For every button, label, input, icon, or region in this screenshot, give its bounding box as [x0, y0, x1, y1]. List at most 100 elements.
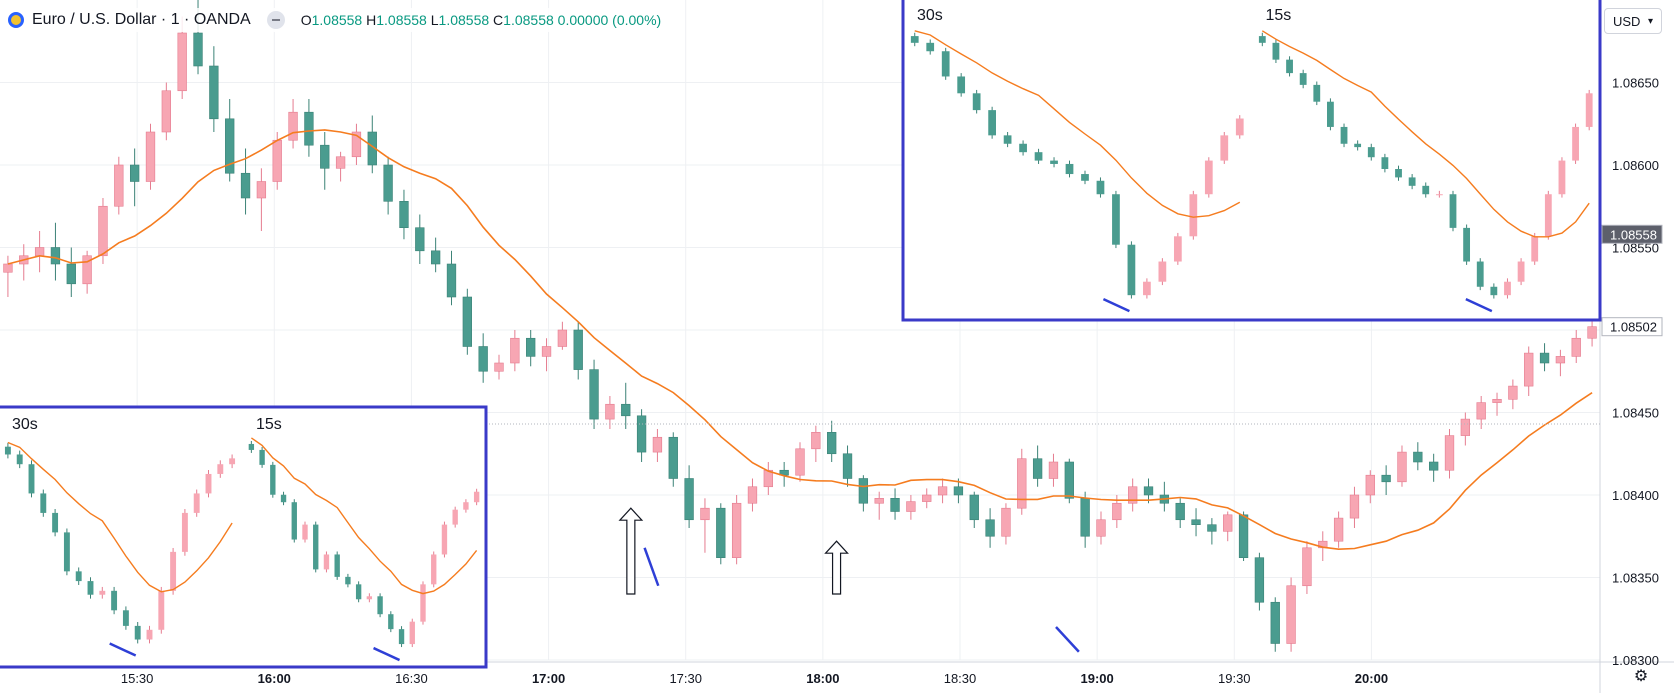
inset-candle-body [291, 502, 297, 540]
candle-body [1048, 461, 1059, 479]
candle-body [1017, 458, 1027, 509]
inset-candle-body [1340, 126, 1348, 144]
inset-candle-body [1463, 227, 1471, 262]
settings-gear-icon[interactable]: ⚙ [1633, 668, 1649, 685]
currency-select[interactable]: USD ▾ [1604, 8, 1662, 34]
chart-legend: Euro / U.S. Dollar · 1 · OANDA O1.08558 … [6, 8, 668, 32]
time-axis-label: 17:00 [532, 671, 565, 686]
candle-body [874, 497, 884, 504]
inset-candle-body [1299, 73, 1307, 85]
inset-candle-body [441, 524, 448, 555]
inset-candle-body [334, 554, 340, 577]
candle-body [1429, 461, 1439, 471]
candle-body [1444, 435, 1455, 471]
candle-body [494, 362, 504, 372]
inset-candle-body [377, 596, 383, 615]
inset-candle-body [388, 614, 394, 630]
inset-candle-body [1504, 281, 1511, 296]
candle-body [795, 448, 805, 476]
candle-body [510, 337, 520, 364]
candle-body [288, 111, 298, 141]
candle-body [320, 144, 330, 169]
time-axis-label: 17:30 [669, 671, 702, 686]
candle-body [700, 507, 710, 521]
chevron-down-icon: ▾ [1647, 16, 1653, 27]
candle-body [1270, 601, 1280, 644]
inset-candle-body [1435, 194, 1443, 196]
candle-body [478, 346, 488, 372]
inset-candle-body [229, 458, 236, 465]
inset-candle-body [473, 491, 480, 503]
inset-candle-body [75, 571, 82, 582]
candle-body [1365, 474, 1375, 496]
candle-body [129, 164, 140, 182]
time-axis-label: 16:30 [395, 671, 428, 686]
inset-moving-average [7, 441, 233, 593]
candle-body [605, 403, 615, 420]
currency-value: USD [1613, 13, 1641, 29]
inset-candle-body [1544, 194, 1552, 237]
candle-body [1302, 547, 1312, 587]
candle-body [1032, 458, 1043, 479]
inset-candle-body [1065, 163, 1074, 175]
inset-candle-body [302, 524, 308, 540]
inset-candle-body [910, 36, 919, 43]
inset-candle-body [972, 93, 981, 111]
candle-body [161, 90, 171, 133]
inset-candle-body [1220, 135, 1229, 161]
inset-candle-body [1395, 169, 1402, 178]
price-axis-label: 1.08400 [1612, 488, 1659, 503]
inset-candle-body [355, 584, 362, 600]
inset-candle-body [1313, 84, 1321, 102]
trendline-annotation [1055, 626, 1080, 653]
candle-body [589, 369, 599, 420]
candle-body [716, 507, 726, 559]
candle-body [985, 519, 995, 537]
candle-body [415, 227, 425, 252]
ohlc-high-key: H [366, 12, 377, 28]
candle-body [34, 247, 45, 257]
candle-body [193, 32, 203, 67]
inset-candle-body [1127, 244, 1136, 296]
inset-candle-body [1286, 59, 1293, 74]
symbol-title[interactable]: Euro / U.S. Dollar · 1 · OANDA [32, 11, 251, 28]
inset-candle-body [52, 512, 59, 533]
candle-body [1492, 398, 1502, 403]
candle-body [906, 501, 916, 512]
candle-body [1175, 502, 1185, 521]
candle-body [1571, 337, 1581, 357]
inset-trendline-annotation [1102, 298, 1130, 313]
candle-body [969, 494, 979, 521]
inset-candle-body [205, 473, 212, 494]
price-tag-label: 1.08558 [1610, 227, 1657, 242]
inset-candle-body [63, 532, 70, 572]
inset-candle-body [1449, 194, 1457, 228]
candle-body [1555, 356, 1566, 364]
inset-candle-body [1235, 118, 1244, 136]
candle-body [98, 205, 108, 257]
candle-body [1381, 474, 1391, 483]
candle-body [858, 478, 869, 504]
inset-candle-body [1019, 143, 1027, 153]
inset-candle-body [28, 464, 35, 494]
candle-body [1476, 402, 1486, 420]
candle-body [1524, 352, 1534, 387]
candle-body [842, 453, 853, 479]
inset-timeframe-label: 15s [1266, 7, 1292, 24]
inset-candle-body [170, 551, 177, 591]
ohlc-low-key: L [430, 12, 439, 28]
inset-trendline-annotation [373, 646, 401, 662]
price-tag-background [1601, 317, 1663, 337]
inset-candle-body [409, 621, 415, 645]
candle-body [335, 156, 346, 169]
inset-candle-body [1381, 157, 1389, 169]
time-axis-label: 19:30 [1218, 671, 1251, 686]
trendline-annotation [643, 547, 660, 587]
moving-average-line [7, 129, 1593, 551]
hide-legend-icon[interactable] [266, 11, 285, 29]
inset-candle-body [1143, 281, 1151, 296]
inset-candle-body [1158, 261, 1167, 282]
candle-body [747, 486, 758, 504]
candle-body [1143, 486, 1154, 496]
